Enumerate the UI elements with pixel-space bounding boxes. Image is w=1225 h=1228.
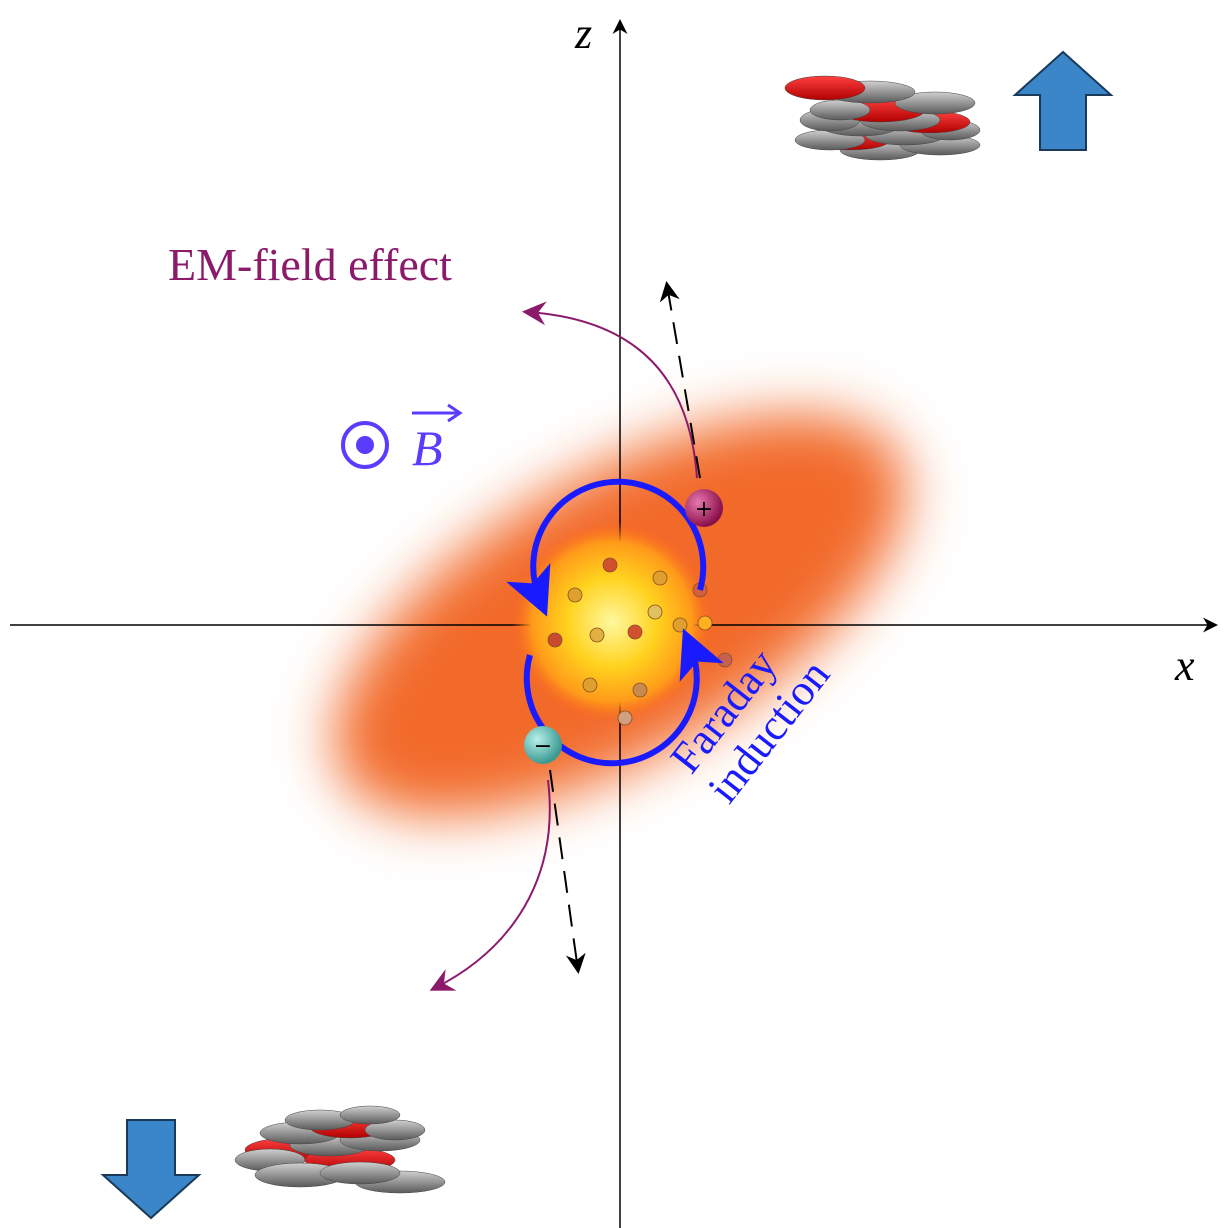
nucleon	[320, 1162, 400, 1184]
particle	[568, 588, 582, 602]
particle	[618, 711, 632, 725]
b-label: B	[412, 420, 443, 476]
particle	[590, 628, 604, 642]
particle	[603, 558, 617, 572]
particle	[648, 605, 662, 619]
z-label: z	[574, 9, 592, 58]
particle	[548, 633, 562, 647]
dashed-arrow	[550, 770, 578, 970]
negative-sign: −	[534, 734, 552, 759]
x-label: x	[1174, 641, 1195, 690]
positive-sign: +	[695, 497, 713, 522]
particle	[628, 625, 642, 639]
nucleus-bottom	[235, 1106, 445, 1193]
nucleon	[340, 1106, 400, 1124]
vector-arrow	[412, 405, 460, 421]
em-field-label: EM-field effect	[168, 239, 452, 290]
particle	[698, 616, 712, 630]
particle	[673, 618, 687, 632]
up-arrow	[1015, 52, 1111, 150]
b-dot	[356, 436, 374, 454]
nucleus-top	[785, 76, 980, 160]
diagram: z x + − EM-field effect B Faraday induct…	[0, 0, 1225, 1228]
nucleon	[785, 76, 865, 100]
down-arrow	[103, 1120, 199, 1218]
particle	[633, 683, 647, 697]
particle	[583, 678, 597, 692]
particle	[653, 571, 667, 585]
